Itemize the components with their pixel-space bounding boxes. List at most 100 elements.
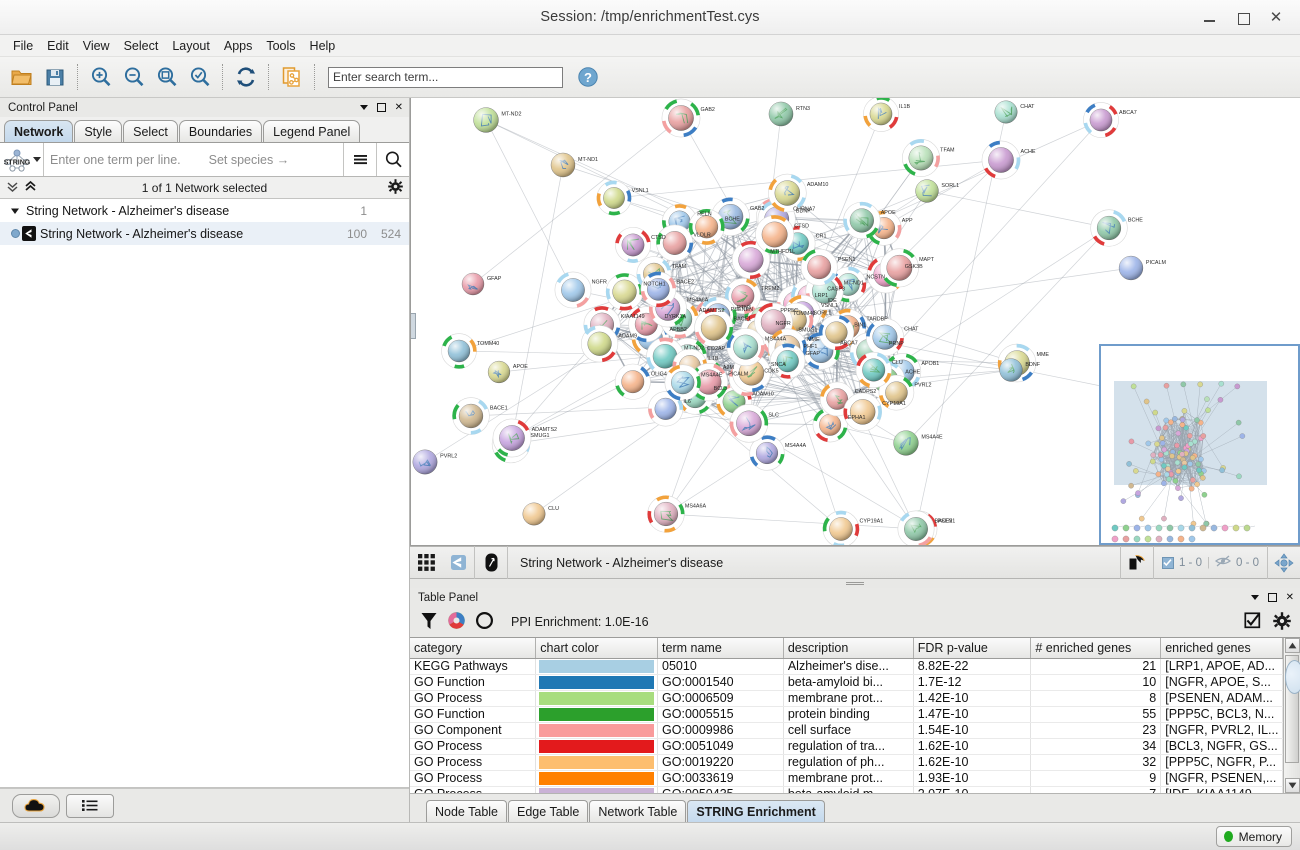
network-node[interactable]	[902, 139, 940, 177]
network-node[interactable]	[1090, 209, 1128, 247]
network-node[interactable]	[897, 510, 935, 545]
fit-network-icon[interactable]	[151, 62, 182, 93]
fit-selected-icon[interactable]	[184, 62, 215, 93]
hamburger-icon[interactable]	[343, 143, 376, 176]
table-row[interactable]: GO Process GO:0050435beta-amyloid m...2.0…	[410, 786, 1283, 793]
network-node[interactable]	[749, 435, 785, 471]
table-row[interactable]: GO Process GO:0051049 regulation of tra...…	[410, 738, 1283, 755]
network-tree-item[interactable]: String Network - Alzheimer's disease 100…	[0, 222, 409, 245]
network-node[interactable]	[615, 227, 651, 263]
network-node[interactable]	[580, 325, 619, 363]
menu-view[interactable]: View	[82, 38, 110, 53]
gear-icon[interactable]	[388, 178, 403, 197]
network-node[interactable]	[412, 449, 438, 475]
tab-network[interactable]: Network	[4, 120, 74, 142]
memory-button[interactable]: Memory	[1215, 826, 1292, 847]
network-node[interactable]	[818, 314, 855, 351]
network-node[interactable]	[855, 351, 892, 389]
tab-node-table[interactable]: Node Table	[426, 800, 508, 822]
network-node[interactable]	[822, 510, 860, 545]
network-tree-root[interactable]: String Network - Alzheimer's disease 1	[0, 199, 409, 222]
menu-tools[interactable]: Tools	[266, 38, 296, 53]
menu-edit[interactable]: Edit	[47, 38, 69, 53]
open-session-icon[interactable]	[6, 62, 37, 93]
triangle-up-icon[interactable]	[1284, 638, 1300, 653]
new-network-icon[interactable]	[276, 62, 307, 93]
zoom-out-icon[interactable]	[118, 62, 149, 93]
enrichment-table-scroll[interactable]: category chart color term name descripti…	[410, 638, 1283, 793]
panel-menu-chevron-down-icon[interactable]	[359, 105, 368, 110]
network-node[interactable]	[830, 266, 867, 303]
network-node[interactable]	[1118, 255, 1144, 281]
network-node[interactable]	[656, 224, 694, 262]
pie-chart-icon[interactable]	[447, 611, 466, 633]
refresh-icon[interactable]	[230, 62, 261, 93]
list-button[interactable]	[66, 793, 114, 818]
network-share-icon[interactable]	[442, 546, 474, 579]
network-node[interactable]	[843, 392, 882, 432]
network-node[interactable]	[605, 273, 644, 311]
network-node[interactable]	[843, 201, 881, 240]
network-node[interactable]	[473, 107, 499, 133]
birds-eye-view[interactable]	[1099, 344, 1300, 545]
network-node[interactable]	[664, 364, 701, 401]
donut-chart-icon[interactable]	[475, 611, 494, 633]
network-node[interactable]	[999, 358, 1023, 382]
table-row[interactable]: GO Function GO:0005515 protein binding 1.47…	[410, 706, 1283, 723]
column-header-enriched-gene-count[interactable]: # enriched genes	[1030, 638, 1162, 659]
network-node[interactable]	[711, 197, 750, 237]
double-chevron-down-icon[interactable]	[6, 180, 19, 196]
network-node[interactable]	[726, 328, 765, 367]
menu-apps[interactable]: Apps	[223, 38, 253, 53]
network-node[interactable]	[768, 101, 794, 127]
table-row[interactable]: KEGG Pathways 05010 Alzheimer's dise... 8.8…	[410, 658, 1283, 675]
network-node[interactable]	[554, 271, 592, 309]
network-node[interactable]	[661, 98, 701, 138]
network-node[interactable]	[452, 397, 490, 435]
column-header-chart-color[interactable]: chart color	[535, 638, 659, 659]
column-header-category[interactable]: category	[410, 638, 537, 659]
table-panel-menu-chevron-down-icon[interactable]	[1250, 595, 1259, 600]
table-row[interactable]: GO Function GO:0001540 beta-amyloid bi... 1…	[410, 674, 1283, 691]
network-node[interactable]	[800, 248, 838, 286]
network-node[interactable]	[865, 318, 904, 357]
network-node[interactable]	[779, 225, 816, 262]
network-node[interactable]	[550, 152, 576, 178]
network-node[interactable]	[461, 272, 485, 296]
close-button[interactable]: ✕	[1269, 8, 1283, 26]
tab-edge-table[interactable]: Edge Table	[508, 800, 589, 822]
help-icon[interactable]: ?	[577, 66, 599, 88]
minimize-button[interactable]	[1202, 10, 1218, 26]
search-input[interactable]	[328, 66, 563, 88]
zoom-in-icon[interactable]	[85, 62, 116, 93]
table-row[interactable]: GO Process GO:0033619 membrane prot... 1.93…	[410, 770, 1283, 787]
tab-network-table[interactable]: Network Table	[589, 800, 687, 822]
network-node[interactable]	[893, 430, 919, 456]
funnel-icon[interactable]	[420, 611, 438, 634]
network-node[interactable]	[640, 271, 677, 308]
network-node[interactable]	[441, 333, 477, 369]
panel-float-icon[interactable]	[376, 103, 386, 112]
table-row[interactable]: GO Component GO:0009986 cell surface 1.54E-…	[410, 722, 1283, 739]
save-session-icon[interactable]	[39, 62, 70, 93]
table-row[interactable]: GO Process GO:0019220 regulation of ph... 1…	[410, 754, 1283, 771]
table-panel-close-icon[interactable]: ✕	[1285, 591, 1294, 603]
network-node[interactable]	[487, 360, 511, 384]
table-row[interactable]: GO Process GO:0006509 membrane prot... 1.42…	[410, 690, 1283, 707]
column-header-description[interactable]: description	[783, 638, 914, 659]
cloud-button[interactable]	[12, 793, 60, 818]
network-node[interactable]	[688, 208, 725, 245]
scrollbar-thumb[interactable]	[1285, 655, 1300, 763]
string-query-input[interactable]: Enter one term per line. Set species →	[44, 143, 343, 176]
triangle-down-icon[interactable]	[1284, 778, 1300, 793]
network-node[interactable]	[768, 173, 807, 213]
network-node[interactable]	[614, 363, 651, 400]
network-node[interactable]	[522, 502, 546, 526]
expand-triangle-icon[interactable]	[8, 206, 22, 216]
network-node[interactable]	[994, 100, 1018, 124]
network-node[interactable]	[981, 140, 1021, 180]
panel-split-handle[interactable]	[410, 579, 1300, 588]
annotation-icon[interactable]	[475, 546, 507, 579]
panel-close-icon[interactable]: ✕	[394, 101, 403, 113]
menu-select[interactable]: Select	[123, 38, 159, 53]
